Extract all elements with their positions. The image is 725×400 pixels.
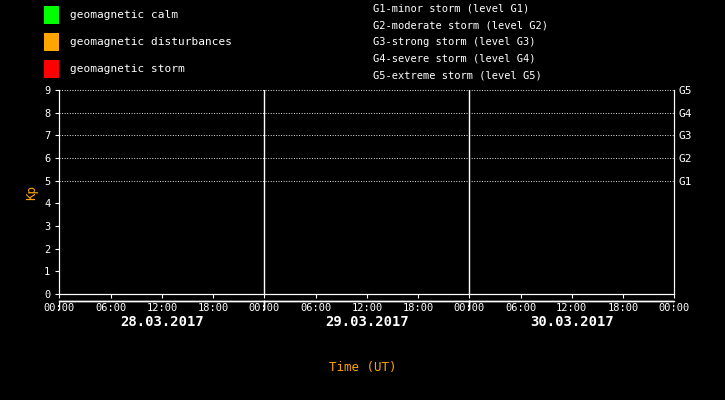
- Text: G5-extreme storm (level G5): G5-extreme storm (level G5): [373, 70, 542, 80]
- Text: G4-severe storm (level G4): G4-severe storm (level G4): [373, 54, 536, 64]
- Text: 30.03.2017: 30.03.2017: [530, 315, 613, 329]
- Bar: [44, 6, 59, 24]
- Bar: [44, 33, 59, 51]
- Text: geomagnetic storm: geomagnetic storm: [70, 64, 185, 74]
- Text: 29.03.2017: 29.03.2017: [325, 315, 409, 329]
- Text: Time (UT): Time (UT): [328, 362, 397, 374]
- Text: geomagnetic calm: geomagnetic calm: [70, 10, 178, 20]
- Text: G3-strong storm (level G3): G3-strong storm (level G3): [373, 37, 536, 47]
- Y-axis label: Kp: Kp: [25, 184, 38, 200]
- Bar: [44, 60, 59, 78]
- Text: G1-minor storm (level G1): G1-minor storm (level G1): [373, 3, 530, 13]
- Text: geomagnetic disturbances: geomagnetic disturbances: [70, 37, 232, 47]
- Text: G2-moderate storm (level G2): G2-moderate storm (level G2): [373, 20, 548, 30]
- Text: 28.03.2017: 28.03.2017: [120, 315, 204, 329]
